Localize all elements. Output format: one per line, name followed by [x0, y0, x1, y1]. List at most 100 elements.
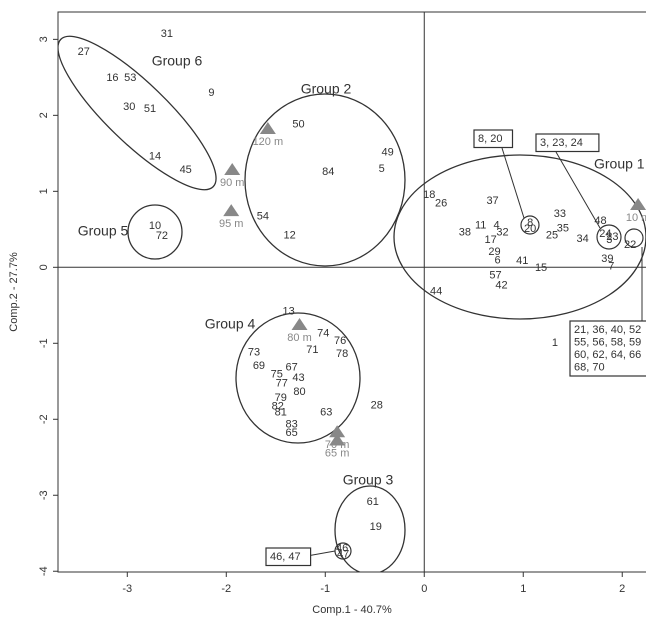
point-label: 1: [552, 337, 558, 349]
callout-leader: [306, 550, 336, 557]
callout-text: 46, 47: [270, 551, 301, 563]
point-label: 14: [149, 150, 161, 162]
point-label: 45: [180, 164, 192, 176]
point-label: 71: [306, 344, 318, 356]
callout-leader: [555, 151, 601, 229]
y-tick-label: 1: [38, 188, 50, 194]
point-label: 84: [322, 166, 334, 178]
y-tick-label: 2: [38, 112, 50, 118]
point-label: 73: [248, 346, 260, 358]
x-tick-label: -2: [221, 583, 231, 595]
point-label: 23: [606, 231, 618, 243]
point-label: 74: [317, 327, 329, 339]
point-label: 42: [495, 279, 507, 291]
callout-box: [535, 133, 600, 153]
point-label: 43: [292, 372, 304, 384]
callout-text: 8, 20: [478, 133, 502, 145]
callout-circle: [520, 215, 540, 235]
group-label: Group 4: [205, 316, 256, 332]
point-label: 69: [253, 360, 265, 372]
point-label: 37: [486, 195, 498, 207]
point-label: 11: [475, 219, 486, 231]
point-label: 3: [606, 234, 612, 246]
point-label: 29: [488, 246, 500, 258]
x-axis-title: Comp.1 - 40.7%: [312, 604, 392, 616]
point-label: 15: [535, 262, 547, 274]
point-label: 39: [601, 253, 613, 265]
point-label: 25: [546, 229, 558, 241]
group-ellipse: [58, 35, 217, 191]
point-label: 61: [367, 496, 379, 508]
depth-marker: [630, 197, 646, 210]
callout-text: 60, 62, 64, 66: [574, 349, 641, 361]
callout-circle: [596, 224, 622, 250]
point-label: 34: [577, 233, 589, 245]
group-ellipse: [127, 204, 183, 260]
callout-box: [569, 320, 646, 377]
point-label: 50: [292, 118, 304, 130]
y-tick-label: -2: [38, 414, 50, 424]
point-label: 78: [336, 348, 348, 360]
point-label: 82: [272, 400, 284, 412]
callout-leader: [501, 147, 525, 219]
point-label: 77: [276, 377, 288, 389]
point-label: 16: [106, 72, 118, 84]
point-label: 32: [496, 226, 508, 238]
group-ellipse: [244, 93, 406, 267]
point-label: 79: [275, 392, 287, 404]
point-label: 46: [336, 542, 348, 554]
group-ellipse: [334, 485, 406, 572]
point-label: 9: [208, 87, 214, 99]
y-tick-label: 0: [38, 264, 50, 270]
plot-frame: [57, 11, 646, 573]
callout-text: 55, 56, 58, 59: [574, 336, 641, 348]
point-label: 26: [435, 197, 447, 209]
point-label: 12: [284, 229, 296, 241]
point-label: 75: [271, 368, 283, 380]
point-label: 53: [124, 72, 136, 84]
point-label: 54: [257, 210, 269, 222]
point-label: 8: [527, 217, 533, 229]
depth-label: 80 m: [287, 332, 311, 344]
point-label: 72: [156, 230, 168, 242]
point-label: 51: [144, 103, 156, 115]
depth-marker: [329, 433, 346, 446]
point-label: 19: [370, 521, 382, 533]
y-tick-label: -1: [38, 338, 50, 348]
point-label: 31: [161, 28, 173, 40]
y-axis-title: Comp.2 - 27.7%: [8, 252, 20, 332]
group-label: Group 3: [343, 472, 394, 488]
point-label: 24: [599, 228, 611, 240]
group-label: Group 1: [594, 156, 645, 172]
point-label: 65: [285, 427, 297, 439]
x-tick-label: 1: [520, 583, 526, 595]
point-label: 57: [489, 270, 501, 282]
group-ellipse: [393, 154, 646, 320]
point-label: 76: [334, 335, 346, 347]
y-tick-label: -3: [38, 490, 50, 500]
point-label: 63: [320, 406, 332, 418]
group-label: Group 6: [152, 53, 203, 69]
x-tick-label: -3: [122, 583, 132, 595]
point-label: 4: [493, 219, 499, 231]
depth-label: 65 m: [325, 447, 349, 459]
callout-text: 68, 70: [574, 361, 605, 373]
point-label: 28: [371, 400, 383, 412]
callout-text: 3, 23, 24: [540, 137, 583, 149]
point-label: 83: [285, 418, 297, 430]
point-label: 7: [608, 260, 614, 272]
depth-marker: [259, 122, 276, 135]
x-tick-label: 0: [421, 583, 427, 595]
point-label: 48: [594, 215, 606, 227]
point-label: 49: [382, 146, 394, 158]
plot-area: Group 1 Group 2 Group 3 Group 4 Group 5 Group…: [58, 12, 646, 572]
callout-box: [265, 547, 312, 567]
point-label: 22: [624, 239, 636, 251]
point-label: 17: [484, 234, 496, 246]
point-label: 13: [283, 305, 295, 317]
group-label: Group 2: [301, 81, 352, 97]
point-label: 5: [379, 163, 385, 175]
x-tick-label: 2: [619, 583, 625, 595]
point-label: 47: [337, 548, 349, 560]
